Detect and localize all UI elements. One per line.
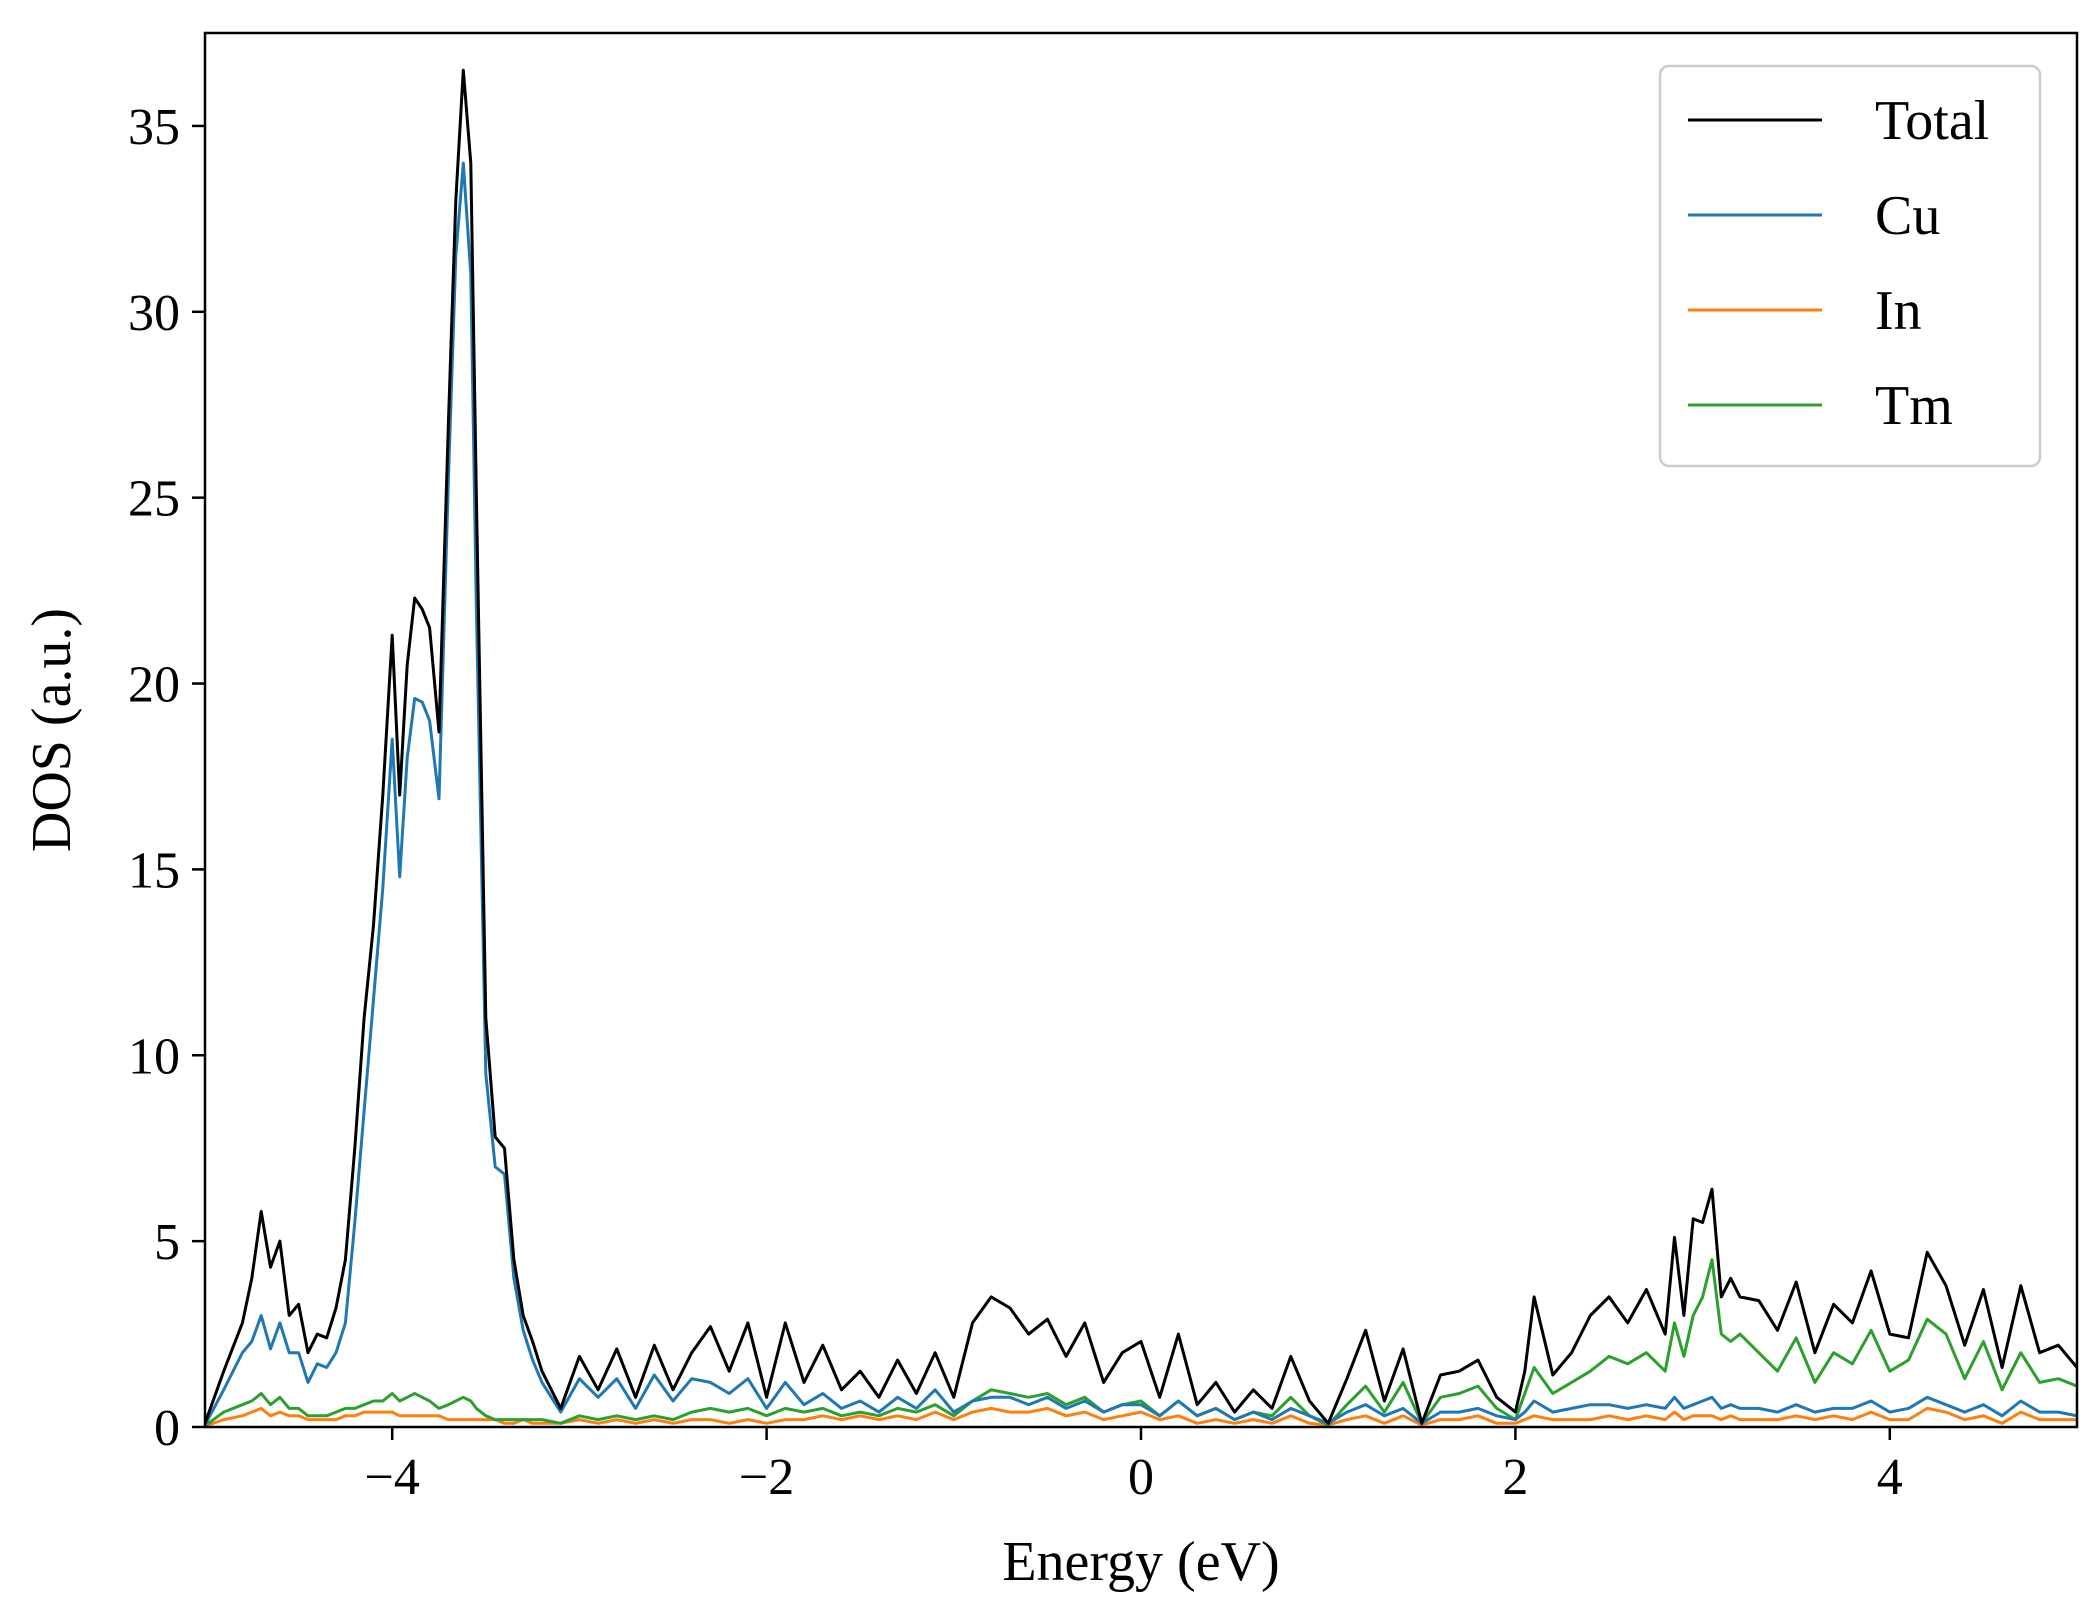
y-tick-label: 10 <box>128 1028 180 1085</box>
y-tick-label: 25 <box>128 471 180 528</box>
y-tick-label: 35 <box>128 99 180 156</box>
x-axis-ticks: −4 −2 0 2 4 <box>365 1427 1903 1506</box>
legend-frame <box>1658 64 2042 468</box>
legend-label-tm: Tm <box>1875 375 1953 437</box>
legend-label-in: In <box>1875 280 1922 342</box>
legend-label-total: Total <box>1875 90 1989 152</box>
y-tick-label: 15 <box>128 842 180 899</box>
x-tick-label: 0 <box>1128 1449 1154 1506</box>
y-tick-label: 0 <box>154 1400 180 1457</box>
y-tick-label: 5 <box>154 1214 180 1271</box>
x-axis-label: Energy (eV) <box>1002 1531 1279 1593</box>
legend-label-cu: Cu <box>1875 185 1940 247</box>
x-tick-label: 4 <box>1877 1449 1903 1506</box>
y-axis-label: DOS (a.u.) <box>21 608 83 852</box>
series-line-cu <box>205 161 2077 1426</box>
x-tick-label: 2 <box>1502 1449 1528 1506</box>
series-layer <box>205 68 2077 1427</box>
y-axis-ticks: 0 5 10 15 20 25 30 35 <box>128 99 205 1457</box>
series-line-total <box>205 68 2077 1425</box>
y-tick-label: 30 <box>128 285 180 342</box>
y-tick-label: 20 <box>128 657 180 714</box>
plot-frame <box>203 31 2079 1429</box>
x-tick-label: −2 <box>739 1449 794 1506</box>
series-line-tm <box>205 1258 2077 1427</box>
series-line-in <box>205 1406 2077 1427</box>
x-tick-label: −4 <box>365 1449 420 1506</box>
legend: Total Cu In Tm <box>1658 64 2042 468</box>
